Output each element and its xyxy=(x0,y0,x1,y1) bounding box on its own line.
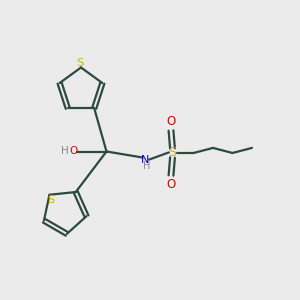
Text: N: N xyxy=(141,154,150,165)
Text: O: O xyxy=(69,146,78,157)
Text: S: S xyxy=(76,58,83,68)
Text: O: O xyxy=(167,178,176,191)
Text: H: H xyxy=(143,161,151,171)
Text: S: S xyxy=(169,146,176,160)
Text: O: O xyxy=(167,115,176,128)
Text: H: H xyxy=(61,146,68,157)
Text: S: S xyxy=(47,195,54,205)
